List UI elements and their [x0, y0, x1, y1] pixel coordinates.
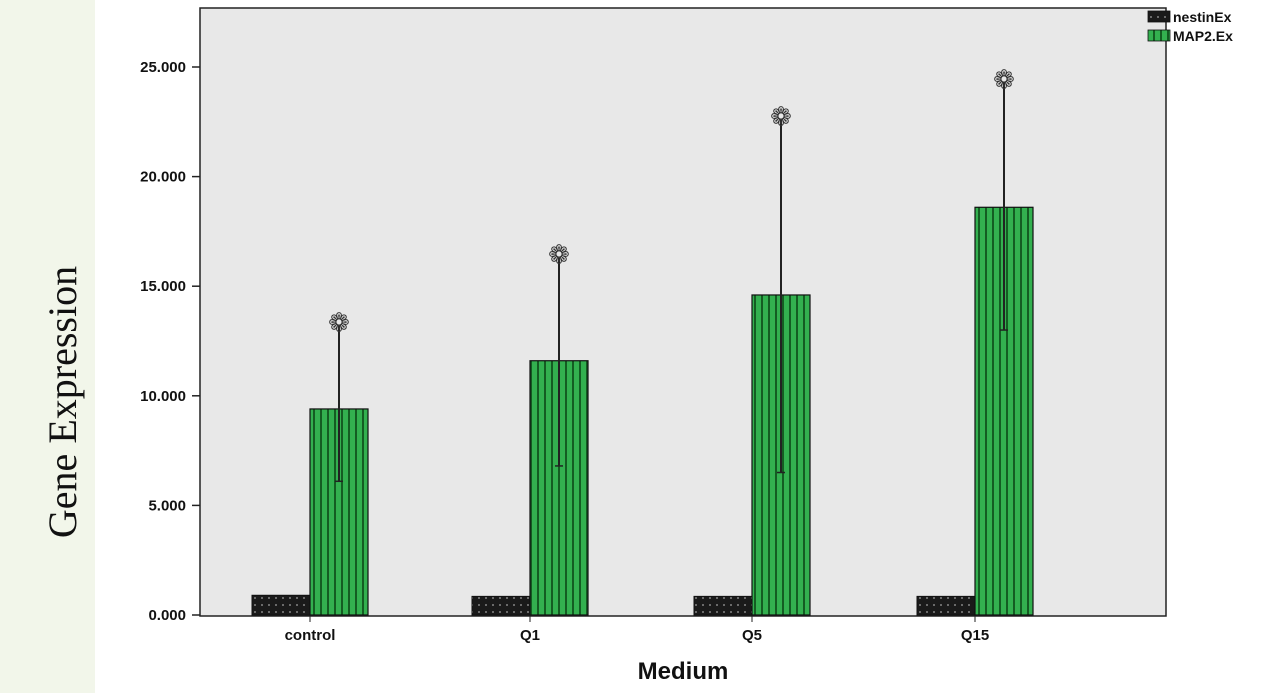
y-tick-label-3: 15.000 [140, 278, 186, 295]
significance-marker-Q1: ❁ [548, 241, 570, 271]
y-tick-label-1: 5.000 [148, 497, 186, 514]
x-tick-label-control: control [285, 627, 336, 644]
y-axis-title: Gene Expression [40, 266, 85, 538]
y-tick-label-4: 20.000 [140, 169, 186, 186]
significance-markers-layer: ❁ ❁ ❁ ❁ [328, 65, 1015, 338]
bar-nestinEx-Q1 [471, 595, 531, 616]
y-tick-label-2: 10.000 [140, 388, 186, 405]
bar-nestinEx-Q5 [693, 595, 753, 616]
bar-nestinEx-Q15 [916, 595, 976, 616]
legend-swatch-MAP2-Ex [1147, 29, 1171, 42]
bar-nestinEx-control [251, 594, 311, 616]
y-tick-label-0: 0.000 [148, 607, 186, 624]
legend-swatch-nestinEx [1147, 10, 1171, 23]
significance-marker-Q15: ❁ [993, 65, 1015, 95]
x-tick-label-Q5: Q5 [742, 627, 762, 644]
significance-marker-Q5: ❁ [770, 103, 792, 133]
x-tick-label-Q15: Q15 [961, 627, 989, 644]
x-axis: control Q1 Q5 Q15 [285, 616, 989, 644]
significance-marker-control: ❁ [328, 309, 350, 339]
error-bars-layer [335, 82, 1008, 483]
x-tick-label-Q1: Q1 [520, 627, 540, 644]
legend-label-MAP2-Ex: MAP2.Ex [1173, 28, 1233, 44]
y-tick-label-5: 25.000 [140, 59, 186, 76]
x-axis-title: Medium [638, 658, 729, 685]
left-margin-strip [0, 0, 95, 693]
y-axis: 0.000 5.000 10.000 15.000 20.000 25.000 [140, 59, 200, 624]
legend: nestinEx MAP2.Ex [1147, 9, 1233, 44]
legend-label-nestinEx: nestinEx [1173, 9, 1232, 25]
